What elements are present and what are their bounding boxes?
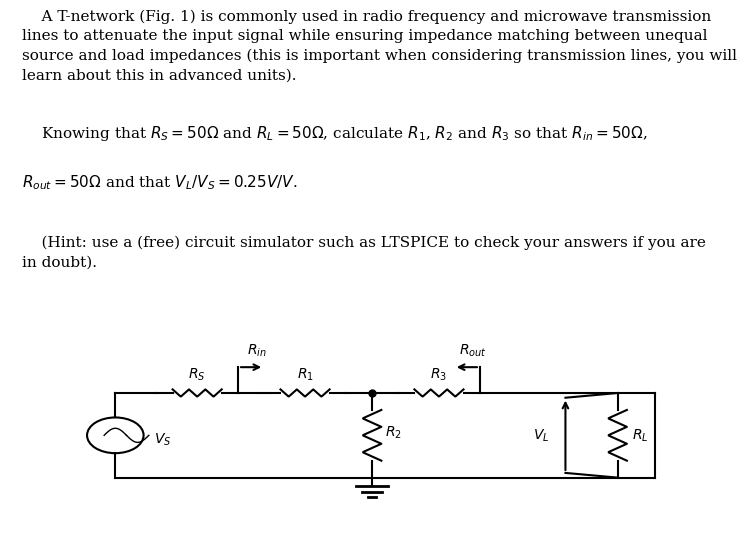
- Text: $R_L$: $R_L$: [632, 427, 649, 444]
- Text: $R_S$: $R_S$: [188, 366, 206, 383]
- Text: $R_{out} = 50\Omega$ and that $V_L/V_S = 0.25V/V$.: $R_{out} = 50\Omega$ and that $V_L/V_S =…: [22, 174, 298, 192]
- Text: $R_3$: $R_3$: [431, 366, 447, 383]
- Text: A T-network (Fig. 1) is commonly used in radio frequency and microwave transmiss: A T-network (Fig. 1) is commonly used in…: [22, 9, 737, 83]
- Text: $R_{out}$: $R_{out}$: [458, 343, 487, 359]
- Text: $V_L$: $V_L$: [533, 427, 549, 444]
- Text: $R_2$: $R_2$: [385, 425, 403, 441]
- Text: $R_{in}$: $R_{in}$: [247, 343, 266, 359]
- Text: $V_S$: $V_S$: [154, 432, 171, 448]
- Text: $R_1$: $R_1$: [297, 366, 313, 383]
- Text: (Hint: use a (free) circuit simulator such as LTSPICE to check your answers if y: (Hint: use a (free) circuit simulator su…: [22, 235, 706, 269]
- Text: Knowing that $R_S = 50\Omega$ and $R_L = 50\Omega$, calculate $R_1$, $R_2$ and $: Knowing that $R_S = 50\Omega$ and $R_L =…: [22, 124, 648, 143]
